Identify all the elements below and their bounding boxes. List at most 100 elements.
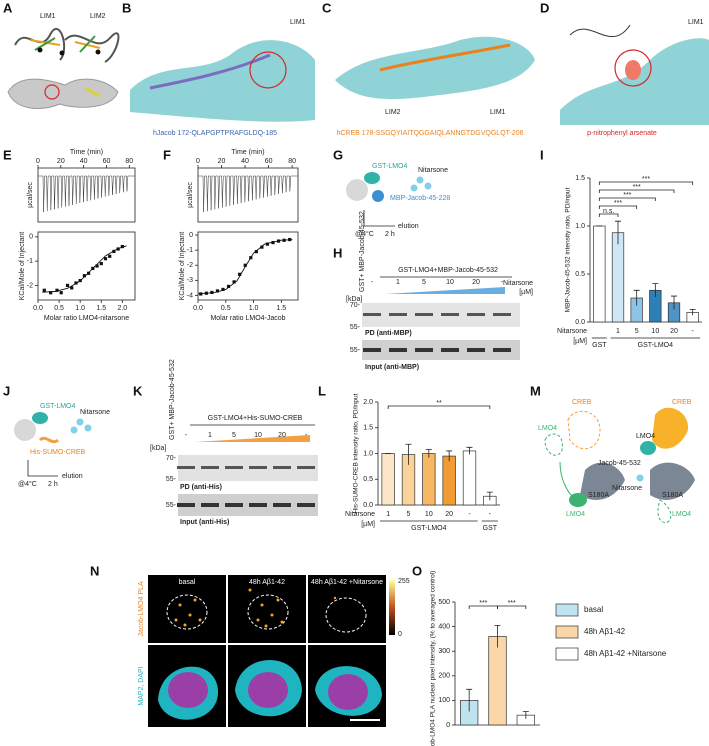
x-tick-label: 60 xyxy=(265,158,273,165)
band xyxy=(201,503,219,507)
y-tick-label: 0 xyxy=(189,232,193,239)
axis-title: Time (min) xyxy=(231,149,264,156)
panel-letter: F xyxy=(163,147,171,162)
point xyxy=(108,254,112,258)
label: MAP2, DAPI xyxy=(138,666,145,705)
charts: E 0 20 40 60 80 Time (min) µcal/sec 0.0 0.5 1.0 1.5… xyxy=(3,147,702,746)
axis-title: Time (min) xyxy=(70,149,103,156)
plot-frame xyxy=(197,231,299,301)
band xyxy=(249,503,267,507)
label: Nitarsone xyxy=(418,167,448,174)
band xyxy=(415,348,433,352)
label: [µM] xyxy=(519,289,533,296)
bar xyxy=(442,455,456,506)
caption: p-nitrophenyl arsenate xyxy=(587,130,657,137)
label: Nitarsone xyxy=(80,409,110,416)
panel-letter: N xyxy=(90,563,99,578)
point xyxy=(265,242,270,246)
label: GST-LMO4 xyxy=(40,403,76,410)
error-bar xyxy=(689,309,696,316)
point xyxy=(226,284,231,288)
point xyxy=(87,271,91,275)
significance-bracket xyxy=(598,197,656,201)
band xyxy=(493,348,511,352)
axis-title: KCal/Mole of Injectant xyxy=(19,232,26,301)
label: GST+ MBP-Jacob-45-532 xyxy=(359,211,366,292)
panel-letter: K xyxy=(133,383,143,398)
label: Nitarsone xyxy=(503,280,533,287)
panel-letter: M xyxy=(530,383,541,398)
y-tick-label: 400 xyxy=(438,623,450,630)
structure-c xyxy=(335,36,535,100)
x-tick-label: 20 xyxy=(445,511,453,518)
point xyxy=(70,286,74,290)
x-tick-label: 10 xyxy=(651,328,659,335)
group-label: GST-LMO4 xyxy=(411,525,447,532)
label: LIM2 xyxy=(90,13,106,20)
group-label: GST xyxy=(483,525,498,532)
thermogram-trace xyxy=(198,175,298,213)
schematic-m xyxy=(544,407,695,524)
x-tick-label: 20 xyxy=(218,158,226,165)
label: basal xyxy=(179,579,196,586)
x-tick-label: 40 xyxy=(80,158,88,165)
error-bar xyxy=(446,450,453,462)
label: LIM1 xyxy=(490,109,506,116)
y-tick-label: -1 xyxy=(27,258,33,265)
label: 2 h xyxy=(48,481,58,488)
y-tick-label: -2 xyxy=(187,262,193,269)
label: [kDa] xyxy=(150,445,166,452)
x-tick-label: 5 xyxy=(407,511,411,518)
y-tick-label: 1.5 xyxy=(575,175,585,182)
band xyxy=(389,313,407,316)
label: LMO4 xyxy=(672,511,691,518)
error-bar xyxy=(494,624,501,648)
axis-title: KCal/Mole of Injectant xyxy=(179,232,186,301)
legend-label: 48h Aβ1-42 xyxy=(584,627,626,636)
bar xyxy=(422,453,436,506)
point xyxy=(232,280,236,284)
band xyxy=(201,466,219,469)
x-tick-label: 80 xyxy=(125,158,133,165)
y-tick-label: 0.5 xyxy=(575,271,585,278)
point xyxy=(103,257,108,261)
band xyxy=(441,313,459,316)
label: CREB xyxy=(672,399,692,406)
panel-letter: H xyxy=(333,245,342,260)
axis-title: Molar ratio LMO4-nitarsone xyxy=(44,315,129,322)
label: S180A xyxy=(588,492,609,499)
lanes: - 1 5 10 20 - 70- 55- 55- xyxy=(350,279,511,354)
significance-bracket xyxy=(598,181,694,185)
panel-letter: L xyxy=(318,383,326,398)
lane-label: 20 xyxy=(472,279,480,286)
plot-frame xyxy=(37,167,136,223)
label: [kDa] xyxy=(346,296,362,303)
lane-label: - xyxy=(501,279,504,286)
x-tick-label: 0.0 xyxy=(193,305,203,312)
significance-label: *** xyxy=(633,184,641,191)
legend-swatch xyxy=(555,603,579,617)
y-tick-label: -3 xyxy=(187,277,193,284)
panel-letter: C xyxy=(322,0,332,15)
significance-bracket xyxy=(387,405,491,409)
legend-label: 48h Aβ1-42 +Nitarsone xyxy=(584,649,667,658)
bar xyxy=(593,225,606,323)
label: elution xyxy=(398,223,419,230)
error-bar xyxy=(522,711,529,719)
band xyxy=(389,348,407,352)
point xyxy=(238,272,242,276)
error-bar xyxy=(425,448,432,458)
band xyxy=(225,503,243,507)
point xyxy=(243,263,247,267)
y-tick-label: 200 xyxy=(438,673,450,680)
y-tick-label: 100 xyxy=(438,697,450,704)
lane-label: 20 xyxy=(278,432,286,439)
axis-title: His-SUMO-CREB intensity ratio, PD/input xyxy=(353,393,360,513)
label: elution xyxy=(62,473,83,480)
axis-unit: [µM] xyxy=(361,521,375,528)
label: Jacob-45-532 xyxy=(598,460,641,467)
significance-label: n.s. xyxy=(603,208,614,215)
error-bar xyxy=(466,446,473,455)
label: GST+ MBP-Jacob-45-532 xyxy=(169,359,176,440)
